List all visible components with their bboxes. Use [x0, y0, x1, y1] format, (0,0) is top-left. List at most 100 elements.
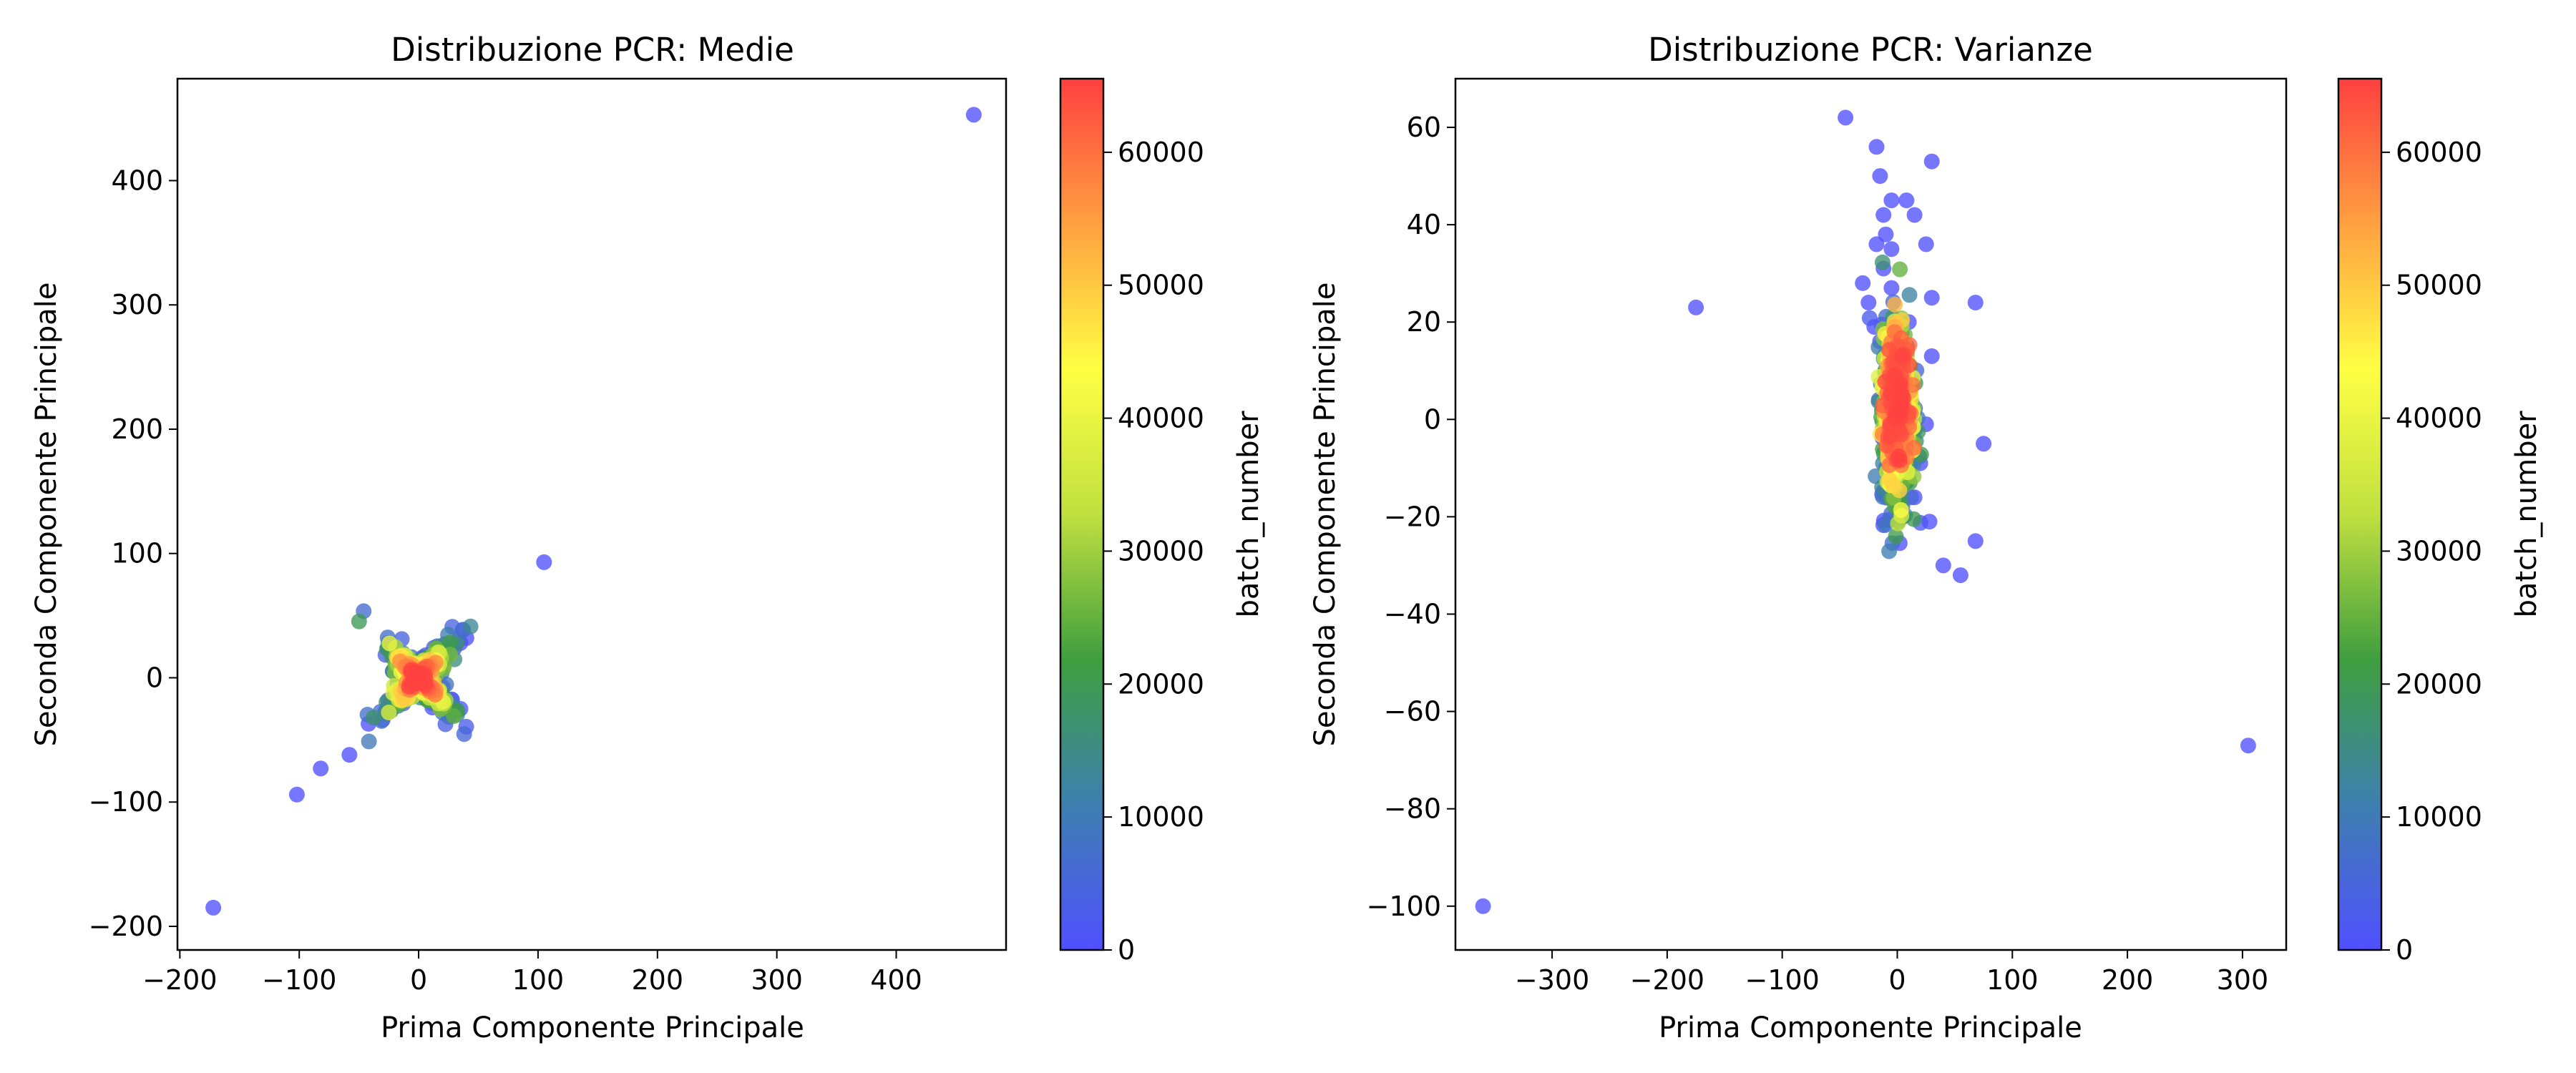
y-tick-label: −60 — [1384, 696, 1441, 727]
x-tick-label: −200 — [142, 964, 217, 996]
scatter-point — [412, 667, 429, 683]
scatter-point — [1967, 533, 1984, 549]
y-tick-label: 0 — [146, 662, 163, 693]
colorbar-label-varianze: batch_number — [2510, 411, 2543, 618]
scatter-points-medie — [205, 107, 982, 916]
scatter-point — [1923, 348, 1940, 364]
x-tick-label: −100 — [1745, 964, 1819, 996]
scatter-point — [381, 705, 397, 720]
scatter-point — [1868, 139, 1885, 155]
scatter-point — [1883, 280, 1900, 296]
y-tick-label: 400 — [111, 165, 163, 196]
plot-frame-medie — [176, 77, 1008, 951]
x-ticks-varianze: −300 −200 −100 0 100 200 300 — [1515, 950, 2268, 996]
x-tick-label: −200 — [1630, 964, 1704, 996]
scatter-point — [1894, 348, 1911, 364]
scatter-point — [1898, 192, 1915, 209]
y-tick-label: 300 — [111, 289, 163, 320]
scatter-point — [205, 899, 222, 916]
colorbar-tick-label: 60000 — [1118, 137, 1204, 168]
colorbar-gradient-varianze — [2338, 79, 2381, 950]
y-tick-label: 0 — [1424, 403, 1441, 435]
x-tick-label: 200 — [2102, 964, 2154, 996]
y-ticks-medie: −200 −100 0 100 200 300 400 — [89, 165, 177, 942]
scatter-point — [1887, 296, 1903, 313]
x-tick-label: 100 — [1986, 964, 2039, 996]
scatter-point — [1868, 236, 1885, 253]
scatter-point — [536, 554, 552, 570]
colorbar-tick-label: 0 — [1118, 934, 1135, 966]
scatter-point — [1918, 236, 1934, 253]
scatter-point — [1475, 898, 1491, 914]
colorbar-tick-label: 40000 — [2396, 403, 2482, 434]
x-ticks-medie: −200 −100 0 100 200 300 400 — [142, 950, 922, 996]
chart-title-varianze: Distribuzione PCR: Varianze — [1648, 31, 2093, 69]
y-tick-label: 60 — [1407, 112, 1441, 143]
y-tick-label: −20 — [1384, 501, 1441, 532]
plot-frame-varianze — [1454, 77, 2288, 951]
y-axis-label-medie: Seconda Componente Principale — [30, 282, 63, 746]
scatter-points-varianze — [1475, 109, 2256, 914]
scatter-point — [1838, 109, 1854, 126]
scatter-point — [1888, 528, 1904, 544]
scatter-point — [1890, 448, 1907, 464]
scatter-point — [381, 635, 398, 652]
scatter-point — [1893, 376, 1909, 393]
scatter-point — [1861, 310, 1878, 326]
scatter-point — [288, 786, 305, 803]
scatter-point — [1893, 402, 1910, 418]
x-tick-label: 300 — [751, 964, 803, 996]
scatter-point — [1883, 241, 1900, 258]
x-tick-label: 300 — [2217, 964, 2269, 996]
colorbar-tick-label: 10000 — [2396, 801, 2482, 833]
scatter-point — [1878, 226, 1894, 242]
scatter-point — [456, 726, 472, 743]
scatter-point — [1906, 511, 1922, 527]
scatter-point — [1883, 428, 1899, 444]
panel-medie: Distribuzione PCR: Medie −200 −100 0 100 200… — [30, 31, 1265, 1044]
x-tick-label: 0 — [410, 964, 427, 996]
y-tick-label: −100 — [1367, 891, 1441, 922]
panel-varianze: Distribuzione PCR: Varianze −300 −200 −100… — [1309, 31, 2543, 1044]
colorbar-ticks-varianze: 0 10000 20000 30000 40000 50000 60000 — [2381, 137, 2482, 966]
scatter-point — [1885, 477, 1901, 494]
x-axis-label-varianze: Prima Componente Principale — [1659, 1011, 2082, 1044]
scatter-point — [351, 613, 367, 629]
scatter-point — [1893, 501, 1909, 518]
colorbar-ticks-medie: 0 10000 20000 30000 40000 50000 60000 — [1103, 137, 1204, 966]
scatter-point — [341, 747, 358, 763]
y-ticks-varianze: −100 −80 −60 −40 −20 0 20 40 60 — [1367, 112, 1455, 922]
x-tick-label: 0 — [1888, 964, 1906, 996]
y-tick-label: 100 — [111, 538, 163, 569]
y-tick-label: −100 — [89, 786, 163, 818]
scatter-point — [441, 635, 458, 651]
x-tick-label: 100 — [512, 964, 565, 996]
scatter-point — [313, 760, 329, 777]
colorbar-tick-label: 0 — [2396, 934, 2413, 966]
y-tick-label: 40 — [1407, 209, 1441, 240]
colorbar-tick-label: 60000 — [2396, 137, 2482, 168]
y-tick-label: −200 — [89, 911, 163, 942]
scatter-point — [1906, 440, 1922, 456]
scatter-point — [1923, 153, 1940, 170]
scatter-point — [446, 708, 462, 725]
scatter-point — [361, 733, 377, 750]
colorbar-medie: 0 10000 20000 30000 40000 50000 60000 batch_nu… — [1059, 77, 1265, 966]
colorbar-frame-medie — [1059, 77, 1105, 951]
y-tick-label: −80 — [1384, 793, 1441, 825]
scatter-point — [1967, 295, 1984, 310]
y-tick-label: 20 — [1407, 306, 1441, 338]
scatter-point — [1860, 295, 1877, 310]
colorbar-tick-label: 50000 — [2396, 270, 2482, 301]
x-tick-label: 200 — [632, 964, 684, 996]
scatter-point — [1872, 168, 1888, 185]
colorbar-tick-label: 40000 — [1118, 403, 1204, 434]
colorbar-label-medie: batch_number — [1232, 411, 1265, 618]
scatter-point — [1855, 275, 1871, 291]
y-tick-label: −40 — [1384, 598, 1441, 629]
scatter-point — [2240, 738, 2256, 754]
scatter-point — [462, 618, 479, 635]
scatter-point — [1906, 207, 1923, 223]
x-tick-label: −300 — [1515, 964, 1589, 996]
